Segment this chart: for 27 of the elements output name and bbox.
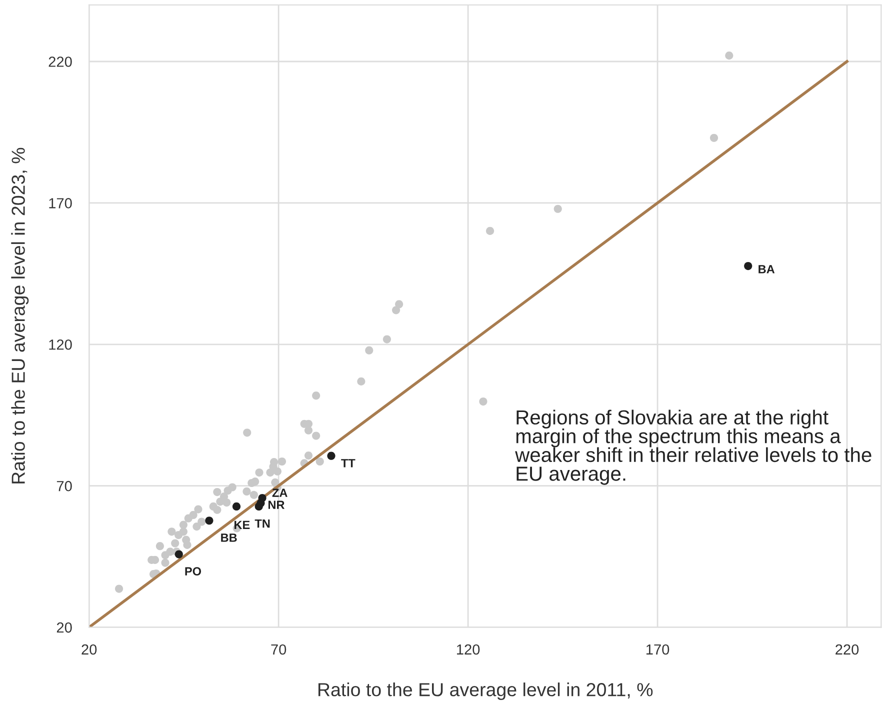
x-tick-label: 220	[836, 644, 859, 655]
x-axis-title: Ratio to the EU average level in 2011, %	[318, 682, 653, 700]
point	[327, 452, 336, 460]
x-tick-label: 70	[271, 644, 286, 655]
point	[174, 550, 183, 558]
point	[232, 502, 241, 511]
y-tick-label: 70	[56, 480, 72, 492]
x-tick-label: 120	[456, 644, 480, 655]
point	[744, 262, 752, 270]
annotation: Regions of Slovakia are at the right margin of the spectrum this means a weaker shift in their relative levels to the EU average.	[515, 410, 872, 485]
data-label: NR	[268, 500, 285, 509]
y-axis-title: Ratio to the EU average level in 2023, %	[11, 148, 29, 484]
y-tick-label: 120	[49, 339, 72, 350]
point	[205, 516, 214, 525]
data-label: TT	[341, 459, 356, 468]
y-tick-label: 220	[48, 56, 72, 67]
y-tick-label: 20	[56, 622, 72, 633]
point	[254, 502, 263, 511]
y-tick-label: 170	[49, 198, 72, 208]
data-label: BB	[221, 534, 237, 542]
data-label: ZA	[272, 488, 288, 497]
data-label: BA	[758, 265, 775, 274]
data-label: KE	[234, 520, 250, 529]
x-tick-label: 20	[82, 644, 97, 655]
data-label: TN	[254, 519, 270, 528]
data-label: PO	[185, 567, 202, 576]
x-tick-label: 170	[646, 644, 670, 655]
